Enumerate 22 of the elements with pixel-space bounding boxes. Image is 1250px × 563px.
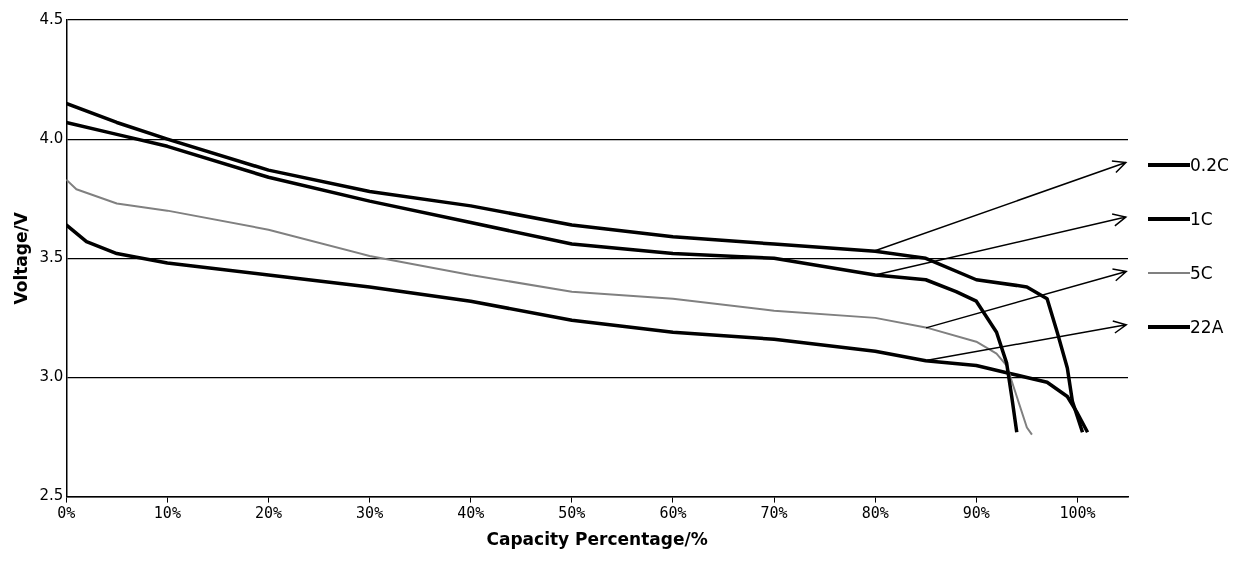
x-tick-label: 70%: [760, 504, 788, 523]
y-tick-label: 3.5: [39, 248, 64, 267]
x-tick-label: 40%: [457, 504, 485, 523]
y-axis-title: Voltage/V: [10, 211, 31, 305]
x-tick-label: 80%: [861, 504, 889, 523]
x-tick-label: 30%: [356, 504, 384, 523]
y-tick-label: 4.0: [39, 129, 64, 148]
x-tick-label: 10%: [153, 504, 181, 523]
y-tick-label: 4.5: [39, 9, 64, 28]
x-tick-label: 50%: [558, 504, 586, 523]
y-tick-label: 2.5: [39, 486, 64, 505]
legend-label: 1C: [1190, 209, 1213, 229]
legend-label: 22A: [1190, 317, 1224, 337]
x-axis-title: Capacity Percentage/%: [486, 529, 708, 550]
x-tick-label: 0%: [57, 504, 76, 523]
x-tick-label: 60%: [659, 504, 687, 523]
x-tick-label: 20%: [254, 504, 283, 523]
legend-label: 5C: [1190, 263, 1213, 283]
legend-label: 0.2C: [1190, 155, 1229, 175]
x-tick-label: 100%: [1059, 504, 1096, 523]
x-tick-label: 90%: [962, 504, 990, 523]
y-tick-label: 3.0: [39, 367, 64, 386]
